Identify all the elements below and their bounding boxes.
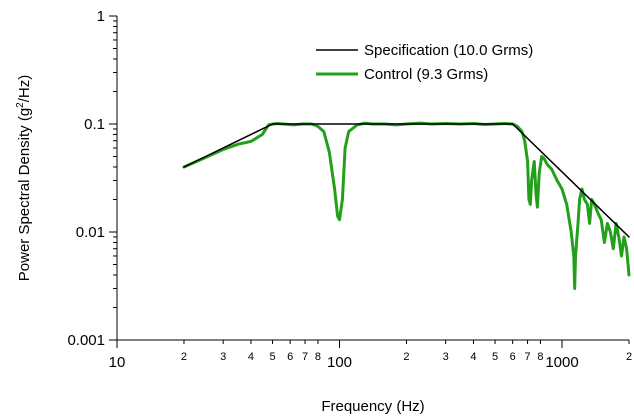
x-minor-tick-label: 2 (181, 351, 187, 363)
series-line-specification (183, 123, 630, 238)
y-major-tick-label: 1 (97, 8, 105, 25)
x-minor-tick-label: 6 (287, 351, 293, 363)
x-minor-tick-label: 7 (524, 351, 530, 363)
x-minor-tick-label: 2 (403, 351, 409, 363)
x-minor-tick-label: 8 (315, 351, 321, 363)
x-minor-tick-label: 4 (248, 351, 254, 363)
y-axis-title-main: Power Spectral Density (g (16, 108, 33, 281)
x-axis-title: Frequency (Hz) (321, 398, 424, 415)
x-major-tick-label: 10 (109, 354, 126, 371)
y-axis-title-unit: /Hz) (16, 75, 33, 103)
x-minor-tick-label: 3 (443, 351, 449, 363)
x-minor-tick-label: 5 (269, 351, 275, 363)
x-minor-tick-label: 8 (537, 351, 543, 363)
chart-legend: Specification (10.0 Grms) Control (9.3 G… (316, 42, 533, 83)
chart-axes (116, 16, 629, 341)
y-axis-title-superscript: 2 (15, 102, 26, 108)
series-line-control (182, 121, 631, 290)
y-axis-title: Power Spectral Density (g2/Hz) (15, 75, 33, 281)
legend-label-specification: Specification (10.0 Grms) (364, 42, 533, 59)
x-minor-tick-label: 6 (510, 351, 516, 363)
x-minor-tick-label: 5 (492, 351, 498, 363)
x-minor-tick-label: 2 (626, 351, 632, 363)
x-minor-tick-label: 4 (470, 351, 476, 363)
y-major-tick-label: 0.1 (84, 116, 105, 133)
x-minor-tick-label: 3 (220, 351, 226, 363)
chart-series (182, 121, 631, 290)
x-major-tick-label: 1000 (545, 354, 578, 371)
y-major-tick-label: 0.001 (67, 332, 105, 349)
legend-label-control: Control (9.3 Grms) (364, 66, 488, 83)
x-minor-tick-label: 7 (302, 351, 308, 363)
y-major-tick-label: 0.01 (76, 224, 105, 241)
x-major-tick-label: 100 (327, 354, 352, 371)
